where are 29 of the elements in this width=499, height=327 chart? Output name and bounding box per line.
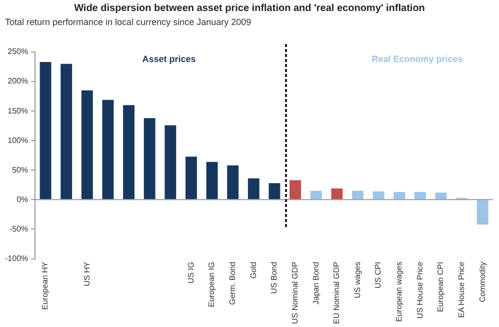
y-tick-label: 0% [16, 194, 28, 204]
y-tick-label: 200% [8, 76, 28, 86]
x-tick-label: European HY [40, 261, 50, 310]
x-tick-label: Commodity [478, 262, 487, 302]
y-tick-label: -50% [9, 224, 28, 234]
chart-title: Wide dispersion between asset price inflation and 'real economy' inflation [73, 3, 426, 14]
annotation: Real Economy prices [372, 54, 463, 64]
x-tick-label: European CPI [436, 262, 446, 312]
y-tick-label: 50% [12, 165, 28, 174]
chart-subtitle: Total return performance in local currency since January 2009 [5, 17, 252, 27]
x-tick-label: US HY [82, 261, 92, 286]
x-tick-label: Gold [248, 262, 258, 279]
y-tick-label: -100% [5, 254, 28, 263]
x-tick-label: US CPI [374, 262, 383, 288]
x-tick-label: US wages [352, 262, 362, 298]
y-tick-label: 250% [8, 47, 28, 56]
x-tick-label: European wages [394, 262, 404, 322]
x-tick-label: US Nominal GDP [290, 262, 300, 324]
x-tick-label: EA House Price [456, 261, 466, 318]
x-tick-label: US IG [186, 262, 196, 284]
y-tick-label: 100% [8, 136, 28, 145]
x-tick-label: Germ. Bond [228, 262, 238, 305]
x-tick-label: European IG [207, 262, 216, 308]
annotation: Asset prices [142, 54, 196, 64]
x-tick-label: Japan Bond [311, 262, 320, 304]
x-tick-label: EU Nominal GDP [332, 262, 342, 324]
x-tick-label: US Bond [270, 262, 279, 294]
y-tick-label: 150% [8, 106, 28, 116]
x-tick-label: US House Price [415, 261, 424, 319]
